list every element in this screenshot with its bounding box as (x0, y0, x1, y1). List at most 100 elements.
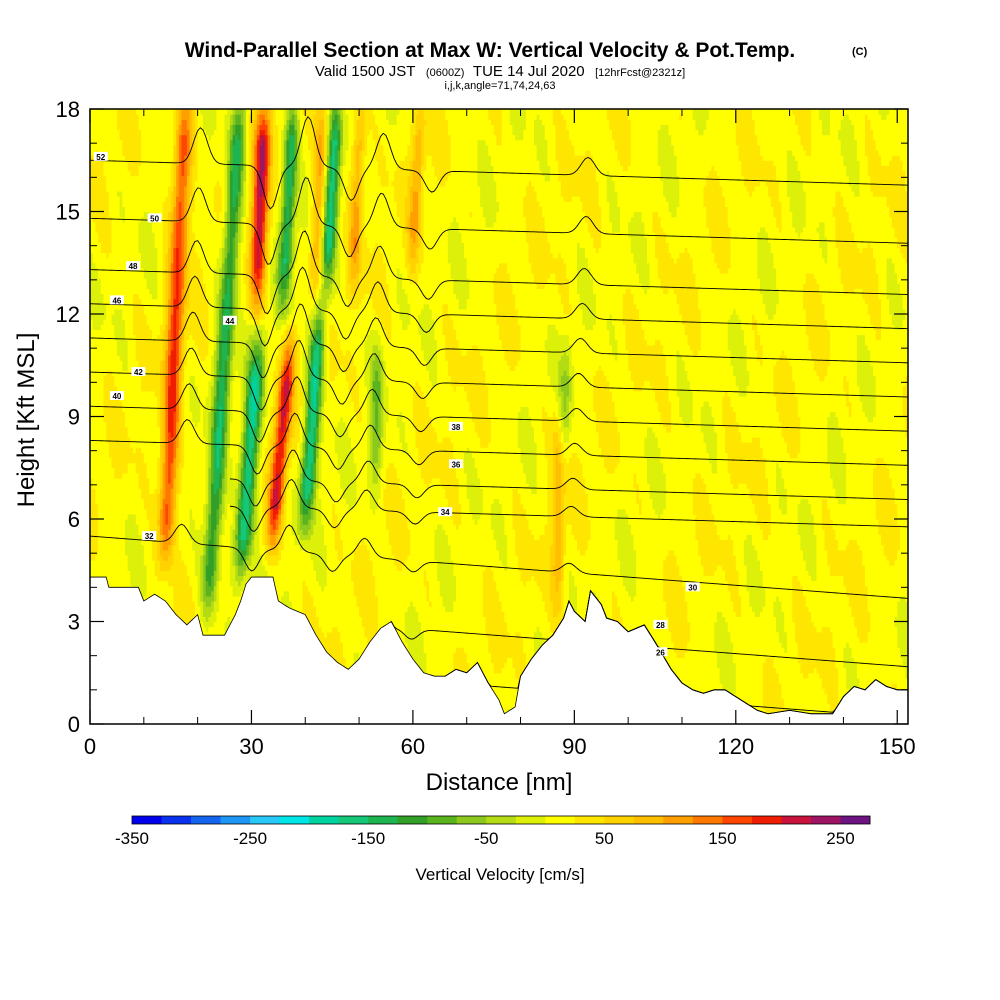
velocity-cell (100, 544, 105, 551)
velocity-cell (127, 257, 131, 264)
velocity-cell (98, 478, 102, 484)
velocity-cell (122, 401, 126, 407)
velocity-cell (106, 406, 110, 412)
velocity-cell (124, 196, 129, 202)
velocity-cell (116, 155, 121, 161)
velocity-cell (92, 375, 96, 382)
velocity-cell (92, 457, 96, 464)
velocity-cell (111, 411, 115, 418)
velocity-cell (124, 390, 129, 397)
velocity-cell (103, 519, 107, 525)
velocity-cell (116, 385, 121, 392)
velocity-cell (95, 355, 99, 361)
velocity-cell (90, 452, 94, 459)
velocity-cell (100, 426, 105, 433)
velocity-cell (119, 483, 123, 489)
velocity-cell (103, 508, 107, 515)
velocity-cell (124, 431, 129, 438)
velocity-cell (103, 196, 107, 202)
velocity-cell (100, 273, 105, 279)
velocity-cell (103, 339, 107, 346)
velocity-cell (103, 273, 107, 279)
velocity-cell (119, 165, 123, 172)
velocity-cell (98, 524, 102, 530)
velocity-cell (114, 580, 118, 587)
velocity-cell (108, 380, 113, 387)
velocity-cell (111, 431, 115, 438)
velocity-cell (95, 185, 99, 192)
velocity-cell (90, 431, 94, 438)
velocity-cell (90, 314, 94, 320)
velocity-cell (124, 349, 129, 356)
velocity-cell (106, 165, 110, 172)
velocity-cell (116, 355, 121, 361)
velocity-cell (114, 478, 118, 484)
velocity-cell (119, 139, 123, 146)
velocity-cell (90, 349, 94, 356)
velocity-cell (92, 498, 96, 505)
velocity-cell (111, 554, 115, 561)
velocity-cell (122, 385, 126, 392)
velocity-cell (127, 129, 131, 136)
velocity-cell (124, 401, 129, 407)
velocity-cell (103, 396, 107, 402)
velocity-cell (127, 513, 131, 520)
velocity-cell (90, 298, 94, 305)
velocity-cell (98, 303, 102, 310)
velocity-cell (124, 452, 129, 459)
velocity-cell (90, 216, 94, 223)
velocity-cell (119, 355, 123, 361)
velocity-cell (106, 472, 110, 479)
velocity-cell (114, 319, 118, 325)
velocity-cell (119, 416, 123, 423)
velocity-cell (98, 175, 102, 182)
velocity-cell (122, 170, 126, 177)
velocity-cell (127, 226, 131, 233)
velocity-cell (122, 344, 126, 351)
velocity-cell (116, 175, 121, 182)
velocity-cell (108, 401, 113, 407)
subtitle-utc: (0600Z) (426, 67, 465, 79)
velocity-cell (116, 211, 121, 218)
velocity-cell (119, 144, 123, 151)
velocity-cell (92, 560, 96, 566)
velocity-cell (127, 201, 131, 207)
velocity-cell (95, 406, 99, 412)
velocity-cell (90, 324, 94, 330)
velocity-cell (100, 493, 105, 500)
velocity-cell (116, 180, 121, 187)
velocity-cell (106, 467, 110, 474)
velocity-cell (124, 334, 129, 341)
velocity-cell (92, 365, 96, 371)
velocity-cell (95, 334, 99, 341)
velocity-cell (103, 283, 107, 289)
velocity-cell (111, 385, 115, 392)
velocity-cell (116, 375, 121, 382)
velocity-cell (95, 416, 99, 423)
velocity-cell (92, 165, 96, 172)
velocity-cell (124, 437, 129, 443)
velocity-cell (111, 344, 115, 351)
velocity-cell (106, 221, 110, 228)
velocity-cell (127, 406, 131, 412)
velocity-cell (92, 380, 96, 387)
velocity-cell (114, 278, 118, 284)
velocity-cell (111, 319, 115, 325)
velocity-cell (111, 196, 115, 202)
velocity-cell (95, 344, 99, 351)
velocity-cell (122, 221, 126, 228)
velocity-cell (119, 129, 123, 136)
velocity-cell (124, 416, 129, 423)
velocity-cell (119, 232, 123, 238)
velocity-cell (98, 226, 102, 233)
velocity-cell (95, 124, 99, 131)
velocity-cell (108, 314, 113, 320)
velocity-cell (103, 462, 107, 469)
velocity-cell (98, 237, 102, 243)
velocity-cell (100, 560, 105, 566)
velocity-cell (100, 185, 105, 192)
velocity-cell (95, 385, 99, 392)
velocity-cell (116, 185, 121, 192)
velocity-cell (92, 539, 96, 546)
velocity-cell (116, 447, 121, 453)
